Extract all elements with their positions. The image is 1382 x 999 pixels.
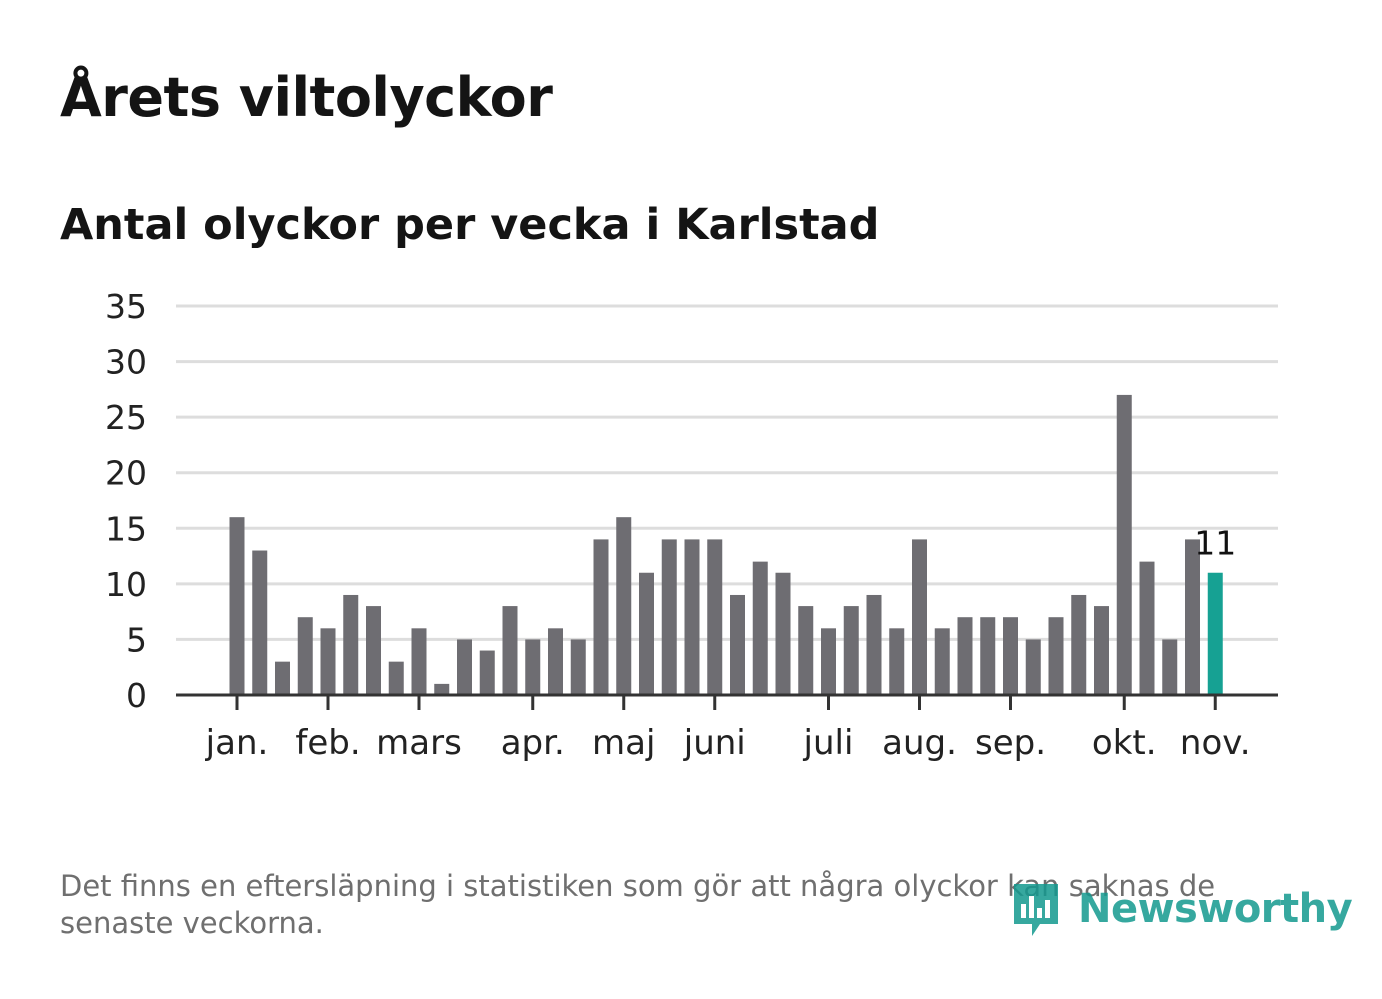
x-tick-label: juni — [683, 723, 746, 763]
y-tick-label: 20 — [105, 454, 147, 493]
bar-week-5 — [320, 628, 336, 695]
brand-logo: Newsworthy — [1010, 878, 1353, 940]
bar-week-44 — [1207, 572, 1223, 695]
bar-week-11 — [457, 639, 472, 695]
bar-week-41 — [1139, 561, 1155, 695]
bar-week-23 — [730, 594, 745, 695]
bar-week-1 — [229, 517, 245, 695]
y-tick-label: 10 — [105, 565, 147, 604]
bar-week-9 — [411, 628, 427, 695]
bar-week-16 — [570, 639, 586, 695]
bar-week-10 — [434, 683, 450, 695]
bar-week-18 — [616, 517, 632, 695]
x-tick-label: jan. — [205, 723, 269, 763]
bar-week-4 — [297, 617, 313, 695]
bar-week-12 — [479, 650, 495, 695]
bar-week-33 — [957, 617, 973, 695]
bars — [229, 394, 1223, 695]
bar-week-42 — [1162, 639, 1178, 695]
bar-week-6 — [343, 594, 359, 695]
y-tick-label: 15 — [105, 509, 147, 548]
bar-week-30 — [889, 628, 905, 695]
y-tick-label: 35 — [105, 287, 147, 326]
bar-week-29 — [866, 594, 882, 695]
bar-week-35 — [1003, 617, 1018, 695]
y-tick-label: 25 — [105, 398, 147, 437]
bar-week-21 — [684, 539, 700, 695]
bar-week-20 — [661, 539, 677, 695]
bar-week-19 — [639, 572, 654, 695]
bar-week-17 — [593, 539, 609, 695]
x-axis: jan. feb. mars apr. maj juni juli aug. sep. okt. n… — [176, 693, 1278, 763]
bar-week-2 — [252, 550, 268, 695]
bar-week-3 — [275, 661, 290, 695]
bar-week-14 — [525, 639, 541, 695]
data-labels: 11 — [1194, 524, 1236, 563]
bar-week-40 — [1116, 394, 1132, 695]
bar-week-34 — [980, 617, 996, 695]
highlight-value-label: 11 — [1194, 524, 1236, 563]
newsworthy-logo-icon — [1014, 884, 1058, 936]
x-tick-label: mars — [376, 723, 462, 763]
bar-week-37 — [1048, 617, 1064, 695]
x-tick-label: feb. — [295, 723, 360, 763]
bar-week-39 — [1094, 606, 1109, 695]
bar-week-28 — [843, 606, 859, 695]
x-tick-label: aug. — [882, 723, 957, 763]
chart-title: Årets viltolyckor — [60, 66, 553, 129]
brand-name: Newsworthy — [1078, 886, 1353, 932]
bar-week-15 — [548, 628, 563, 695]
bar-week-25 — [775, 572, 791, 695]
x-tick-label: okt. — [1092, 723, 1157, 763]
chart-subtitle: Antal olyckor per vecka i Karlstad — [60, 200, 880, 250]
bar-week-22 — [707, 539, 723, 695]
x-tick-label: maj — [592, 723, 655, 763]
x-tick-label: apr. — [501, 723, 565, 763]
bar-week-13 — [502, 606, 518, 695]
bar-week-26 — [798, 606, 814, 695]
y-tick-label: 5 — [126, 620, 147, 659]
x-tick-label: nov. — [1180, 723, 1251, 763]
bar-week-43 — [1185, 539, 1200, 695]
y-tick-label: 30 — [105, 343, 147, 382]
bar-week-32 — [934, 628, 950, 695]
gridlines — [176, 304, 1278, 641]
x-tick-label: sep. — [975, 723, 1046, 763]
bar-week-38 — [1071, 594, 1087, 695]
y-axis-ticks: 0 5 10 15 20 25 30 35 — [105, 287, 147, 715]
bar-chart: 0 5 10 15 20 25 30 35 jan. feb. mars apr. maj juni ju… — [105, 287, 1278, 763]
bar-week-31 — [912, 539, 927, 695]
bar-week-36 — [1025, 639, 1041, 695]
bar-week-27 — [821, 628, 836, 695]
x-tick-label: juli — [803, 723, 854, 763]
y-tick-label: 0 — [126, 676, 147, 715]
bar-week-24 — [752, 561, 768, 695]
bar-week-8 — [388, 661, 404, 695]
bar-week-7 — [366, 606, 381, 695]
